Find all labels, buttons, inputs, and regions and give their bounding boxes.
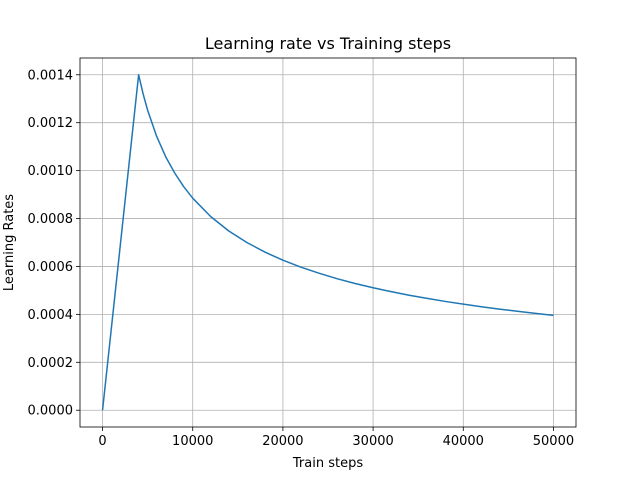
x-tick-label: 20000 — [262, 434, 303, 449]
y-tick-label: 0.0014 — [28, 68, 74, 83]
y-tick-label: 0.0004 — [28, 308, 74, 323]
y-tick-label: 0.0010 — [28, 164, 74, 179]
y-tick-label: 0.0000 — [28, 404, 74, 419]
y-axis-label: Learning Rates — [2, 194, 17, 291]
grid — [80, 58, 576, 427]
y-tick-label: 0.0008 — [28, 212, 74, 227]
x-axis-label: Train steps — [292, 456, 363, 471]
x-tick-label: 30000 — [352, 434, 393, 449]
y-tick-label: 0.0002 — [28, 356, 74, 371]
y-tick-label: 0.0006 — [28, 260, 74, 275]
plot-frame — [79, 57, 577, 428]
x-tick-label: 10000 — [172, 434, 213, 449]
series-layer — [101, 74, 554, 411]
chart-title: Learning rate vs Training steps — [205, 34, 451, 53]
x-axis-ticks: 0 10000 20000 30000 40000 50000 — [98, 427, 574, 449]
y-axis-ticks: 0.0000 0.0002 0.0004 0.0006 0.0008 0.0010 0.00… — [28, 68, 80, 419]
y-tick-label: 0.0012 — [28, 116, 74, 131]
x-tick-label: 50000 — [533, 434, 574, 449]
x-tick-label: 40000 — [443, 434, 484, 449]
series-line-learning-rate — [101, 74, 554, 411]
x-tick-label: 0 — [98, 434, 106, 449]
